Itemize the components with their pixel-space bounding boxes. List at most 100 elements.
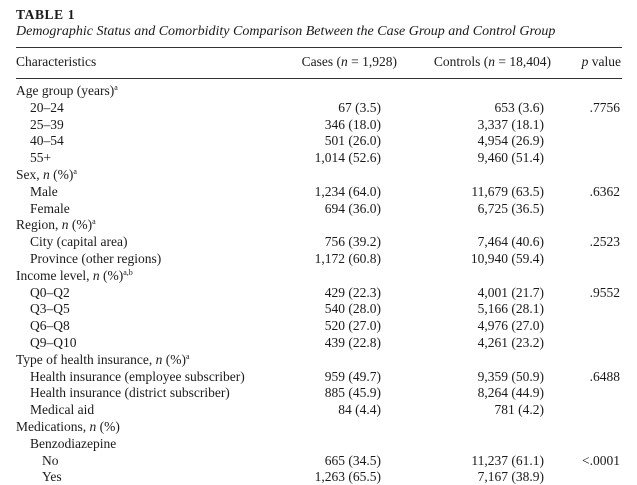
controls-cell: 7,464 (40.6) bbox=[477, 234, 544, 250]
controls-cell: 9,359 (50.9) bbox=[477, 368, 544, 384]
row-label-text: Medications, bbox=[16, 419, 90, 434]
cases-cell: 1,172 (60.8) bbox=[314, 251, 381, 266]
row-label-text: No bbox=[42, 452, 59, 468]
row-label-text: Health insurance (employee subscriber) bbox=[30, 368, 245, 384]
p-value-cell: .9552 bbox=[589, 284, 620, 300]
row-label: Health insurance (employee subscriber) bbox=[30, 369, 245, 385]
header-cases: Cases (n = 1,928) bbox=[301, 54, 397, 69]
footnote-marker: a bbox=[114, 83, 118, 92]
row-label: Province (other regions) bbox=[30, 251, 161, 267]
controls-cell: 9,460 (51.4) bbox=[477, 150, 544, 166]
group-label: Income level, n (%)a,b bbox=[16, 268, 133, 286]
table-row: City (capital area) 756 (39.2) 7,464 (40.6… bbox=[0, 234, 637, 250]
table-row: Health insurance (district subscriber) 88… bbox=[0, 385, 637, 401]
header-rule bbox=[16, 78, 622, 79]
cases-cell: 429 (22.3) bbox=[324, 284, 381, 300]
table-row: Region, n (%)a bbox=[0, 217, 637, 233]
header-controls: Controls (n = 18,404) bbox=[433, 54, 551, 69]
table-row: Benzodiazepine bbox=[0, 436, 637, 452]
header-p-value: p value bbox=[581, 54, 621, 69]
row-label-italic: n bbox=[92, 267, 100, 283]
row-label: Female bbox=[30, 201, 70, 217]
row-label-text: Region, bbox=[16, 217, 62, 233]
row-label: Benzodiazepine bbox=[30, 436, 116, 452]
table-row: Q3–Q5 540 (28.0) 5,166 (28.1) bbox=[0, 301, 637, 317]
row-label: 25–39 bbox=[30, 117, 64, 133]
table-row: Medications, n (%) bbox=[0, 419, 637, 435]
cases-cell: 665 (34.5) bbox=[324, 452, 381, 468]
cases-cell: 959 (49.7) bbox=[324, 368, 381, 384]
cases-cell: 346 (18.0) bbox=[324, 116, 381, 132]
row-label-text: Q9–Q10 bbox=[30, 335, 77, 350]
controls-cell: 4,001 (21.7) bbox=[477, 284, 544, 300]
table-title-block: TABLE 1 Demographic Status and Comorbidi… bbox=[16, 6, 555, 40]
row-label-italic: n bbox=[155, 351, 163, 367]
row-label-suffix: (%) bbox=[68, 217, 93, 233]
controls-cell: 653 (3.6) bbox=[494, 99, 545, 115]
row-label-text: Health insurance (district subscriber) bbox=[30, 385, 230, 401]
group-label: Medications, n (%) bbox=[16, 419, 120, 435]
table-row: Age group (years)a bbox=[0, 83, 637, 99]
row-label-text: Medical aid bbox=[30, 402, 95, 418]
controls-cell: 6,725 (36.5) bbox=[477, 200, 544, 216]
controls-cell: 781 (4.2) bbox=[494, 402, 545, 418]
footnote-marker: a bbox=[92, 217, 96, 227]
row-label-text: Q6–Q8 bbox=[30, 318, 70, 334]
table-row: Female 694 (36.0) 6,725 (36.5) bbox=[0, 201, 637, 217]
row-label: No bbox=[42, 453, 59, 469]
row-label-text: Q3–Q5 bbox=[30, 301, 70, 317]
controls-cell: 8,264 (44.9) bbox=[477, 385, 544, 401]
row-label: Yes bbox=[42, 469, 62, 485]
group-label: Region, n (%)a bbox=[16, 217, 96, 235]
row-label-text: Age group (years) bbox=[16, 83, 115, 98]
top-rule bbox=[16, 47, 622, 48]
cases-cell: 694 (36.0) bbox=[324, 200, 381, 216]
p-value-cell: .6362 bbox=[589, 183, 620, 199]
row-label: 40–54 bbox=[30, 133, 64, 149]
table-label: TABLE 1 bbox=[16, 7, 76, 22]
p-value-cell: .6488 bbox=[589, 368, 620, 384]
table-row: Q6–Q8 520 (27.0) 4,976 (27.0) bbox=[0, 318, 637, 334]
table-row: Income level, n (%)a,b bbox=[0, 268, 637, 284]
group-label: Type of health insurance, n (%)a bbox=[16, 352, 190, 370]
table-row: Male 1,234 (64.0) 11,679 (63.5) .6362 bbox=[0, 184, 637, 200]
cases-cell: 1,263 (65.5) bbox=[314, 469, 381, 485]
header-characteristics: Characteristics bbox=[16, 54, 97, 69]
row-label-text: 20–24 bbox=[30, 99, 64, 115]
cases-cell: 885 (45.9) bbox=[324, 385, 381, 401]
table-row: Q9–Q10 439 (22.8) 4,261 (23.2) bbox=[0, 335, 637, 351]
row-label: Health insurance (district subscriber) bbox=[30, 385, 230, 401]
controls-cell: 3,337 (18.1) bbox=[477, 116, 544, 132]
row-label: Q6–Q8 bbox=[30, 318, 70, 334]
footnote-marker: a bbox=[186, 351, 190, 361]
table-row: Q0–Q2 429 (22.3) 4,001 (21.7) .9552 bbox=[0, 285, 637, 301]
controls-cell: 7,167 (38.9) bbox=[477, 469, 544, 485]
table-row: 55+ 1,014 (52.6) 9,460 (51.4) bbox=[0, 150, 637, 166]
cases-cell: 1,014 (52.6) bbox=[314, 150, 381, 166]
footnote-marker: a,b bbox=[123, 267, 133, 277]
table-row: Province (other regions) 1,172 (60.8) 10,9… bbox=[0, 251, 637, 267]
table-caption: Demographic Status and Comorbidity Compa… bbox=[16, 24, 556, 39]
row-label-text: Province (other regions) bbox=[30, 251, 162, 266]
row-label: 55+ bbox=[30, 150, 51, 166]
row-label: Male bbox=[30, 184, 58, 200]
table-row: Type of health insurance, n (%)a bbox=[0, 352, 637, 368]
cases-cell: 439 (22.8) bbox=[324, 335, 381, 350]
controls-cell: 10,940 (59.4) bbox=[470, 251, 544, 266]
row-label-text: Type of health insurance, bbox=[16, 351, 156, 367]
controls-cell: 4,976 (27.0) bbox=[477, 318, 544, 334]
row-label-italic: n bbox=[89, 419, 97, 434]
controls-cell: 11,237 (61.1) bbox=[471, 452, 544, 468]
controls-cell: 5,166 (28.1) bbox=[477, 301, 544, 317]
controls-cell: 4,954 (26.9) bbox=[477, 133, 544, 149]
row-label-text: Yes bbox=[42, 469, 62, 485]
row-label-text: Female bbox=[30, 200, 70, 216]
table-row: 20–24 67 (3.5) 653 (3.6) .7756 bbox=[0, 100, 637, 116]
row-label-text: Male bbox=[30, 183, 58, 199]
table-row: No 665 (34.5) 11,237 (61.1) <.0001 bbox=[0, 453, 637, 469]
row-label: Q3–Q5 bbox=[30, 301, 70, 317]
row-label: Q0–Q2 bbox=[30, 285, 70, 301]
row-label: Medical aid bbox=[30, 402, 94, 418]
row-label-suffix: (%) bbox=[96, 419, 120, 434]
cases-cell: 67 (3.5) bbox=[338, 99, 381, 115]
